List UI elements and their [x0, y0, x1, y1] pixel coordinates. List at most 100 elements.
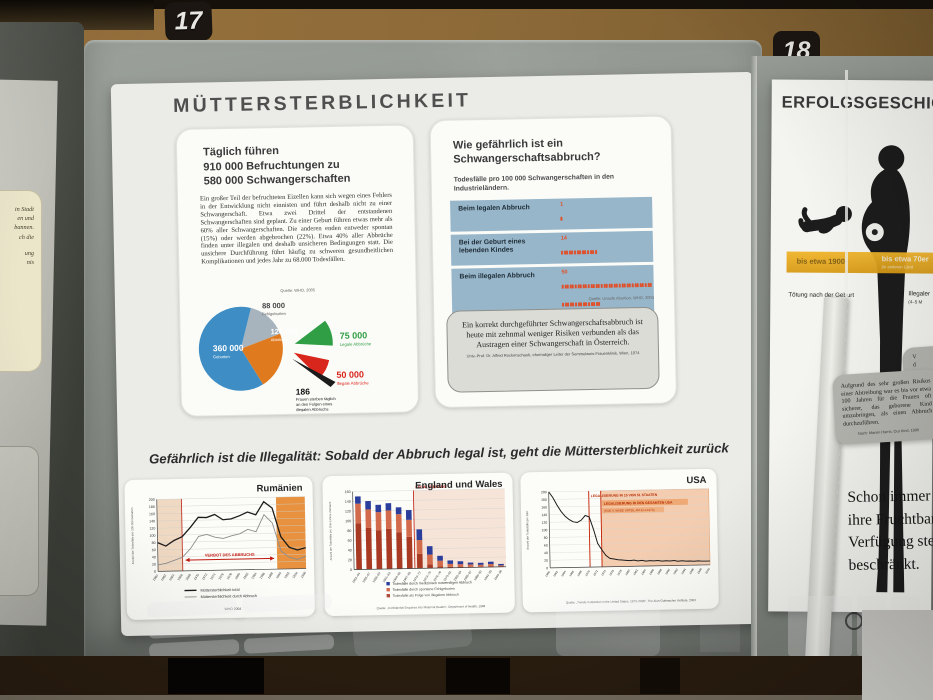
- serif-line: Verfügung stel: [848, 532, 933, 551]
- svg-text:Legale Abbrüche: Legale Abbrüche: [340, 341, 372, 347]
- england-wales-bar-chart: 0 20 40 60 80 100 120 140 160 1952–54 1955–57 1958–…: [328, 485, 507, 610]
- svg-text:1962: 1962: [160, 573, 167, 581]
- svg-text:0: 0: [546, 566, 548, 570]
- svg-text:40: 40: [348, 548, 352, 552]
- svg-text:1952–54: 1952–54: [351, 572, 361, 584]
- svg-text:Todesfälle als Folge von illeg: Todesfälle als Folge von illegalem Abbru…: [393, 593, 459, 598]
- caption-illegal-sub: (4–5 M: [908, 299, 923, 305]
- svg-text:1970: 1970: [584, 569, 591, 577]
- svg-text:160: 160: [541, 505, 547, 509]
- speech-bubble-harris-quote: Aufgrund des sehr großen Risikos einer A…: [831, 368, 933, 445]
- success-story-title: ERFOLGSGESCHICHTE: [781, 93, 933, 113]
- quote-text: Ein korrekt durchgeführter Schwangerscha…: [461, 317, 643, 349]
- svg-text:186: 186: [296, 386, 311, 396]
- svg-text:1992: 1992: [283, 571, 290, 579]
- caption-illegal: Illegaler: [908, 290, 931, 298]
- svg-text:20: 20: [152, 563, 156, 567]
- svg-text:illegalen Abbruchs: illegalen Abbruchs: [296, 406, 329, 412]
- svg-text:1994–96: 1994–96: [493, 569, 503, 581]
- quote-attribution: Univ.-Prof. Dr. Alfred Rockenschaub, ehe…: [466, 350, 640, 359]
- svg-text:1978: 1978: [616, 568, 623, 576]
- svg-text:1994: 1994: [680, 567, 687, 575]
- left-faint-box: [0, 446, 39, 596]
- svg-text:0: 0: [154, 570, 156, 574]
- lit-floor-patch: [862, 610, 933, 700]
- svg-text:40: 40: [544, 551, 548, 555]
- svg-text:1976: 1976: [608, 569, 615, 577]
- svg-text:1958–60: 1958–60: [372, 571, 382, 583]
- pictogram-marks: [561, 249, 597, 256]
- svg-text:an den Folgen eines: an den Folgen eines: [296, 401, 332, 407]
- svg-text:1972: 1972: [201, 573, 208, 581]
- exhibit-number-17: 17: [174, 6, 203, 36]
- svg-text:1990: 1990: [275, 571, 282, 579]
- svg-text:1988–90: 1988–90: [473, 569, 483, 581]
- svg-text:120: 120: [149, 527, 155, 531]
- era-label-1900: bis etwa 1900: [796, 256, 845, 266]
- svg-text:200: 200: [541, 490, 547, 494]
- svg-text:1994: 1994: [292, 571, 299, 579]
- svg-text:1966: 1966: [568, 569, 575, 577]
- board-title: MÜTTERSTERBLICHKEIT: [172, 89, 472, 118]
- svg-text:Illegale Abbrüche: Illegale Abbrüche: [336, 380, 369, 386]
- fragment-line: ung: [24, 249, 34, 257]
- svg-text:Todesfälle durch spontane Fehl: Todesfälle durch spontane Fehlgeburten: [392, 587, 455, 592]
- svg-text:60: 60: [152, 548, 156, 552]
- svg-text:180: 180: [149, 505, 155, 509]
- fragment-line: nis: [26, 259, 34, 267]
- svg-text:140: 140: [541, 513, 547, 517]
- risk-card-heading: Wie gefährlich ist ein Schwangerschaftsa…: [452, 137, 601, 166]
- floor-shadow: [168, 658, 264, 694]
- svg-text:1967–69: 1967–69: [402, 571, 412, 583]
- svg-text:LEGALISIERUNG: LEGALISIERUNG: [415, 485, 446, 490]
- serif-line: Schon immer ha: [847, 487, 933, 506]
- left-text-box: in Stadt en und bannen. ch die ung nis: [0, 190, 42, 372]
- svg-text:80: 80: [347, 529, 351, 533]
- svg-text:Anzahl der Todesfälle pro 100: Anzahl der Todesfälle pro 100 000 Geburt…: [130, 507, 135, 564]
- svg-text:Anzahl der Todesfälle pro Drei: Anzahl der Todesfälle pro Drei-Jahres-Ze…: [328, 501, 333, 560]
- svg-text:360 000: 360 000: [213, 343, 244, 354]
- svg-text:1966: 1966: [176, 573, 183, 581]
- risk-card-subheading: Todesfälle pro 100 000 Schwangerschaften…: [453, 173, 615, 193]
- svg-text:20: 20: [348, 558, 352, 562]
- svg-text:Abbrüche: Abbrüche: [271, 337, 289, 342]
- heading-line: 580 000 Schwangerschaften: [203, 172, 351, 188]
- svg-text:1978: 1978: [226, 572, 233, 580]
- row-number: 14: [560, 235, 567, 242]
- chart-title-england: England und Wales: [415, 478, 503, 492]
- floor-shadow: [640, 658, 680, 694]
- serif-line: beschränkt.: [848, 555, 920, 574]
- row-number: 50: [561, 269, 568, 276]
- svg-text:1972: 1972: [592, 569, 599, 577]
- table-row: Bei der Geburt eines lebenden Kindes 14: [450, 230, 654, 266]
- svg-text:1979–81: 1979–81: [442, 570, 452, 582]
- svg-text:1998: 1998: [696, 567, 703, 575]
- fragment-line: in Stadt: [14, 206, 34, 213]
- svg-text:1976: 1976: [218, 572, 225, 580]
- chart-title-usa: USA: [686, 474, 707, 487]
- svg-text:(ROE V. WADE URTEIL AM 22.1.19: (ROE V. WADE URTEIL AM 22.1.1973): [604, 508, 654, 513]
- svg-text:Frauen sterben täglich: Frauen sterben täglich: [296, 396, 336, 402]
- svg-text:50 000: 50 000: [336, 369, 364, 380]
- svg-text:60: 60: [348, 539, 352, 543]
- glass-edge: [845, 70, 848, 310]
- daily-card-body: Ein großer Teil der befruchteten Eizelle…: [199, 191, 394, 266]
- svg-text:140: 140: [345, 500, 351, 504]
- fragment-line: en und: [17, 215, 34, 223]
- svg-text:1968: 1968: [576, 569, 583, 577]
- svg-text:Anzahl der Todesfälle pro Jahr: Anzahl der Todesfälle pro Jahr: [525, 511, 530, 550]
- svg-text:1980: 1980: [624, 568, 631, 576]
- chart-title-romania: Rumänien: [256, 482, 303, 495]
- left-display-case: in Stadt en und bannen. ch die ung nis: [0, 22, 84, 674]
- svg-text:1955–57: 1955–57: [361, 571, 371, 583]
- svg-text:0: 0: [350, 568, 352, 572]
- chart-card-usa: 0 20 40 60 80 100 120 140 160 180 200 LEGALISIERUNG…: [520, 468, 719, 613]
- svg-text:1988: 1988: [656, 568, 663, 576]
- svg-text:1985–87: 1985–87: [463, 569, 473, 581]
- svg-text:180: 180: [541, 498, 547, 502]
- svg-text:88 000: 88 000: [262, 301, 285, 310]
- intro-serif-text: Schon immer ha ihre Fruchtbark Verfügung…: [847, 485, 933, 577]
- row-value: 14: [557, 232, 598, 264]
- svg-text:1980: 1980: [234, 572, 241, 580]
- era-band: bis etwa 1900 bis etwa 70er (in anderen …: [786, 251, 933, 274]
